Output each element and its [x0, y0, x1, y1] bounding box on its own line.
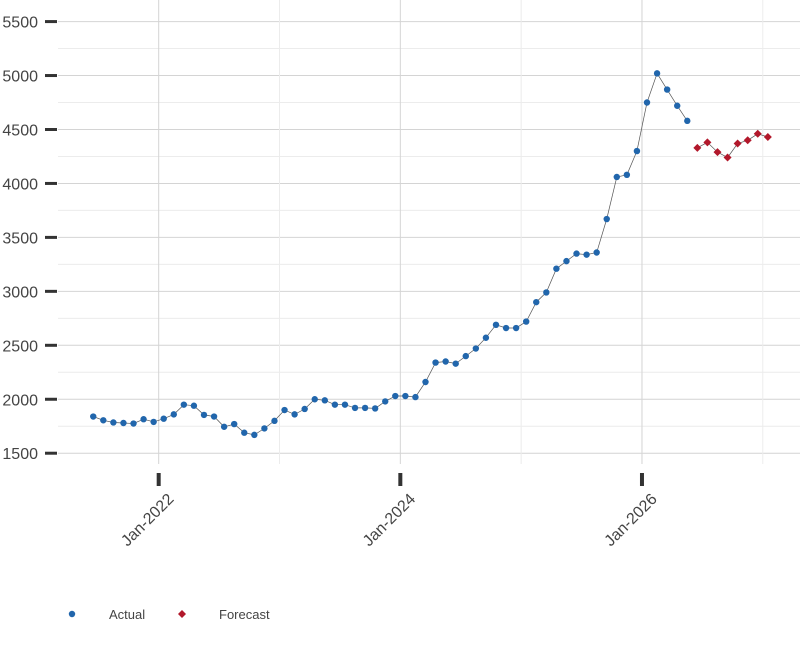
- legend-label: Actual: [109, 607, 145, 622]
- point: [663, 86, 671, 93]
- point: [713, 148, 722, 157]
- point: [100, 417, 107, 424]
- point: [90, 413, 97, 420]
- point: [613, 173, 621, 181]
- point: [623, 171, 631, 179]
- point: [402, 392, 409, 400]
- point: [684, 117, 691, 125]
- point: [291, 411, 298, 418]
- y-tick-label: 4500: [2, 122, 38, 139]
- point: [743, 136, 752, 145]
- point: [331, 401, 339, 408]
- point: [392, 392, 399, 400]
- y-tick-label: 4000: [2, 176, 38, 193]
- point: [301, 405, 308, 413]
- point: [674, 102, 681, 109]
- point: [442, 358, 449, 365]
- point: [653, 70, 661, 77]
- point: [462, 352, 469, 360]
- point: [703, 138, 712, 147]
- y-tick-label: 1500: [2, 446, 38, 463]
- point: [190, 402, 198, 409]
- point: [733, 139, 742, 148]
- point: [553, 265, 560, 272]
- point: [723, 153, 732, 162]
- x-tick-label: Jan-2022: [118, 491, 177, 550]
- point: [543, 289, 550, 296]
- point: [573, 250, 580, 257]
- point: [271, 417, 278, 425]
- point: [533, 298, 540, 306]
- point: [482, 334, 490, 341]
- point: [492, 321, 500, 328]
- x-tick-label: Jan-2024: [360, 491, 419, 550]
- point: [210, 413, 218, 420]
- point: [150, 418, 157, 426]
- point: [753, 129, 762, 138]
- point: [603, 215, 610, 223]
- point: [281, 406, 288, 414]
- point: [200, 411, 208, 419]
- point: [472, 345, 480, 352]
- point: [220, 423, 228, 430]
- y-tick-label: 2000: [2, 392, 38, 409]
- point: [693, 143, 702, 152]
- point: [432, 359, 439, 366]
- legend-label: Forecast: [219, 607, 270, 622]
- y-tick-label: 5500: [2, 15, 38, 32]
- point: [563, 257, 570, 265]
- y-tick-label: 5000: [2, 69, 38, 86]
- point: [110, 419, 117, 426]
- point: [170, 411, 177, 418]
- point: [130, 420, 137, 427]
- point: [361, 404, 369, 412]
- legend-swatch: [68, 610, 76, 618]
- point: [351, 404, 359, 412]
- point: [311, 396, 318, 403]
- legend-item: Forecast: [178, 607, 270, 622]
- point: [140, 416, 147, 423]
- point: [522, 318, 530, 325]
- point: [512, 324, 520, 332]
- legend-swatch: [178, 610, 186, 618]
- point: [452, 360, 459, 367]
- y-tick-label: 3500: [2, 230, 38, 247]
- legend-item: Actual: [68, 607, 145, 622]
- point: [160, 415, 167, 422]
- point: [371, 405, 379, 412]
- point: [230, 420, 238, 428]
- point: [241, 429, 248, 436]
- point: [643, 99, 651, 106]
- point: [633, 147, 641, 155]
- point: [593, 249, 600, 256]
- point: [341, 401, 349, 408]
- point: [763, 133, 772, 142]
- point: [120, 419, 127, 427]
- point: [583, 251, 590, 258]
- point: [502, 324, 510, 332]
- point: [321, 397, 329, 404]
- point: [251, 431, 258, 439]
- y-tick-label: 3000: [2, 284, 38, 301]
- point: [412, 393, 419, 401]
- y-tick-label: 2500: [2, 338, 38, 355]
- point: [180, 401, 188, 408]
- x-tick-label: Jan-2026: [602, 491, 661, 550]
- point: [382, 398, 389, 405]
- point: [261, 425, 268, 432]
- point: [422, 378, 429, 386]
